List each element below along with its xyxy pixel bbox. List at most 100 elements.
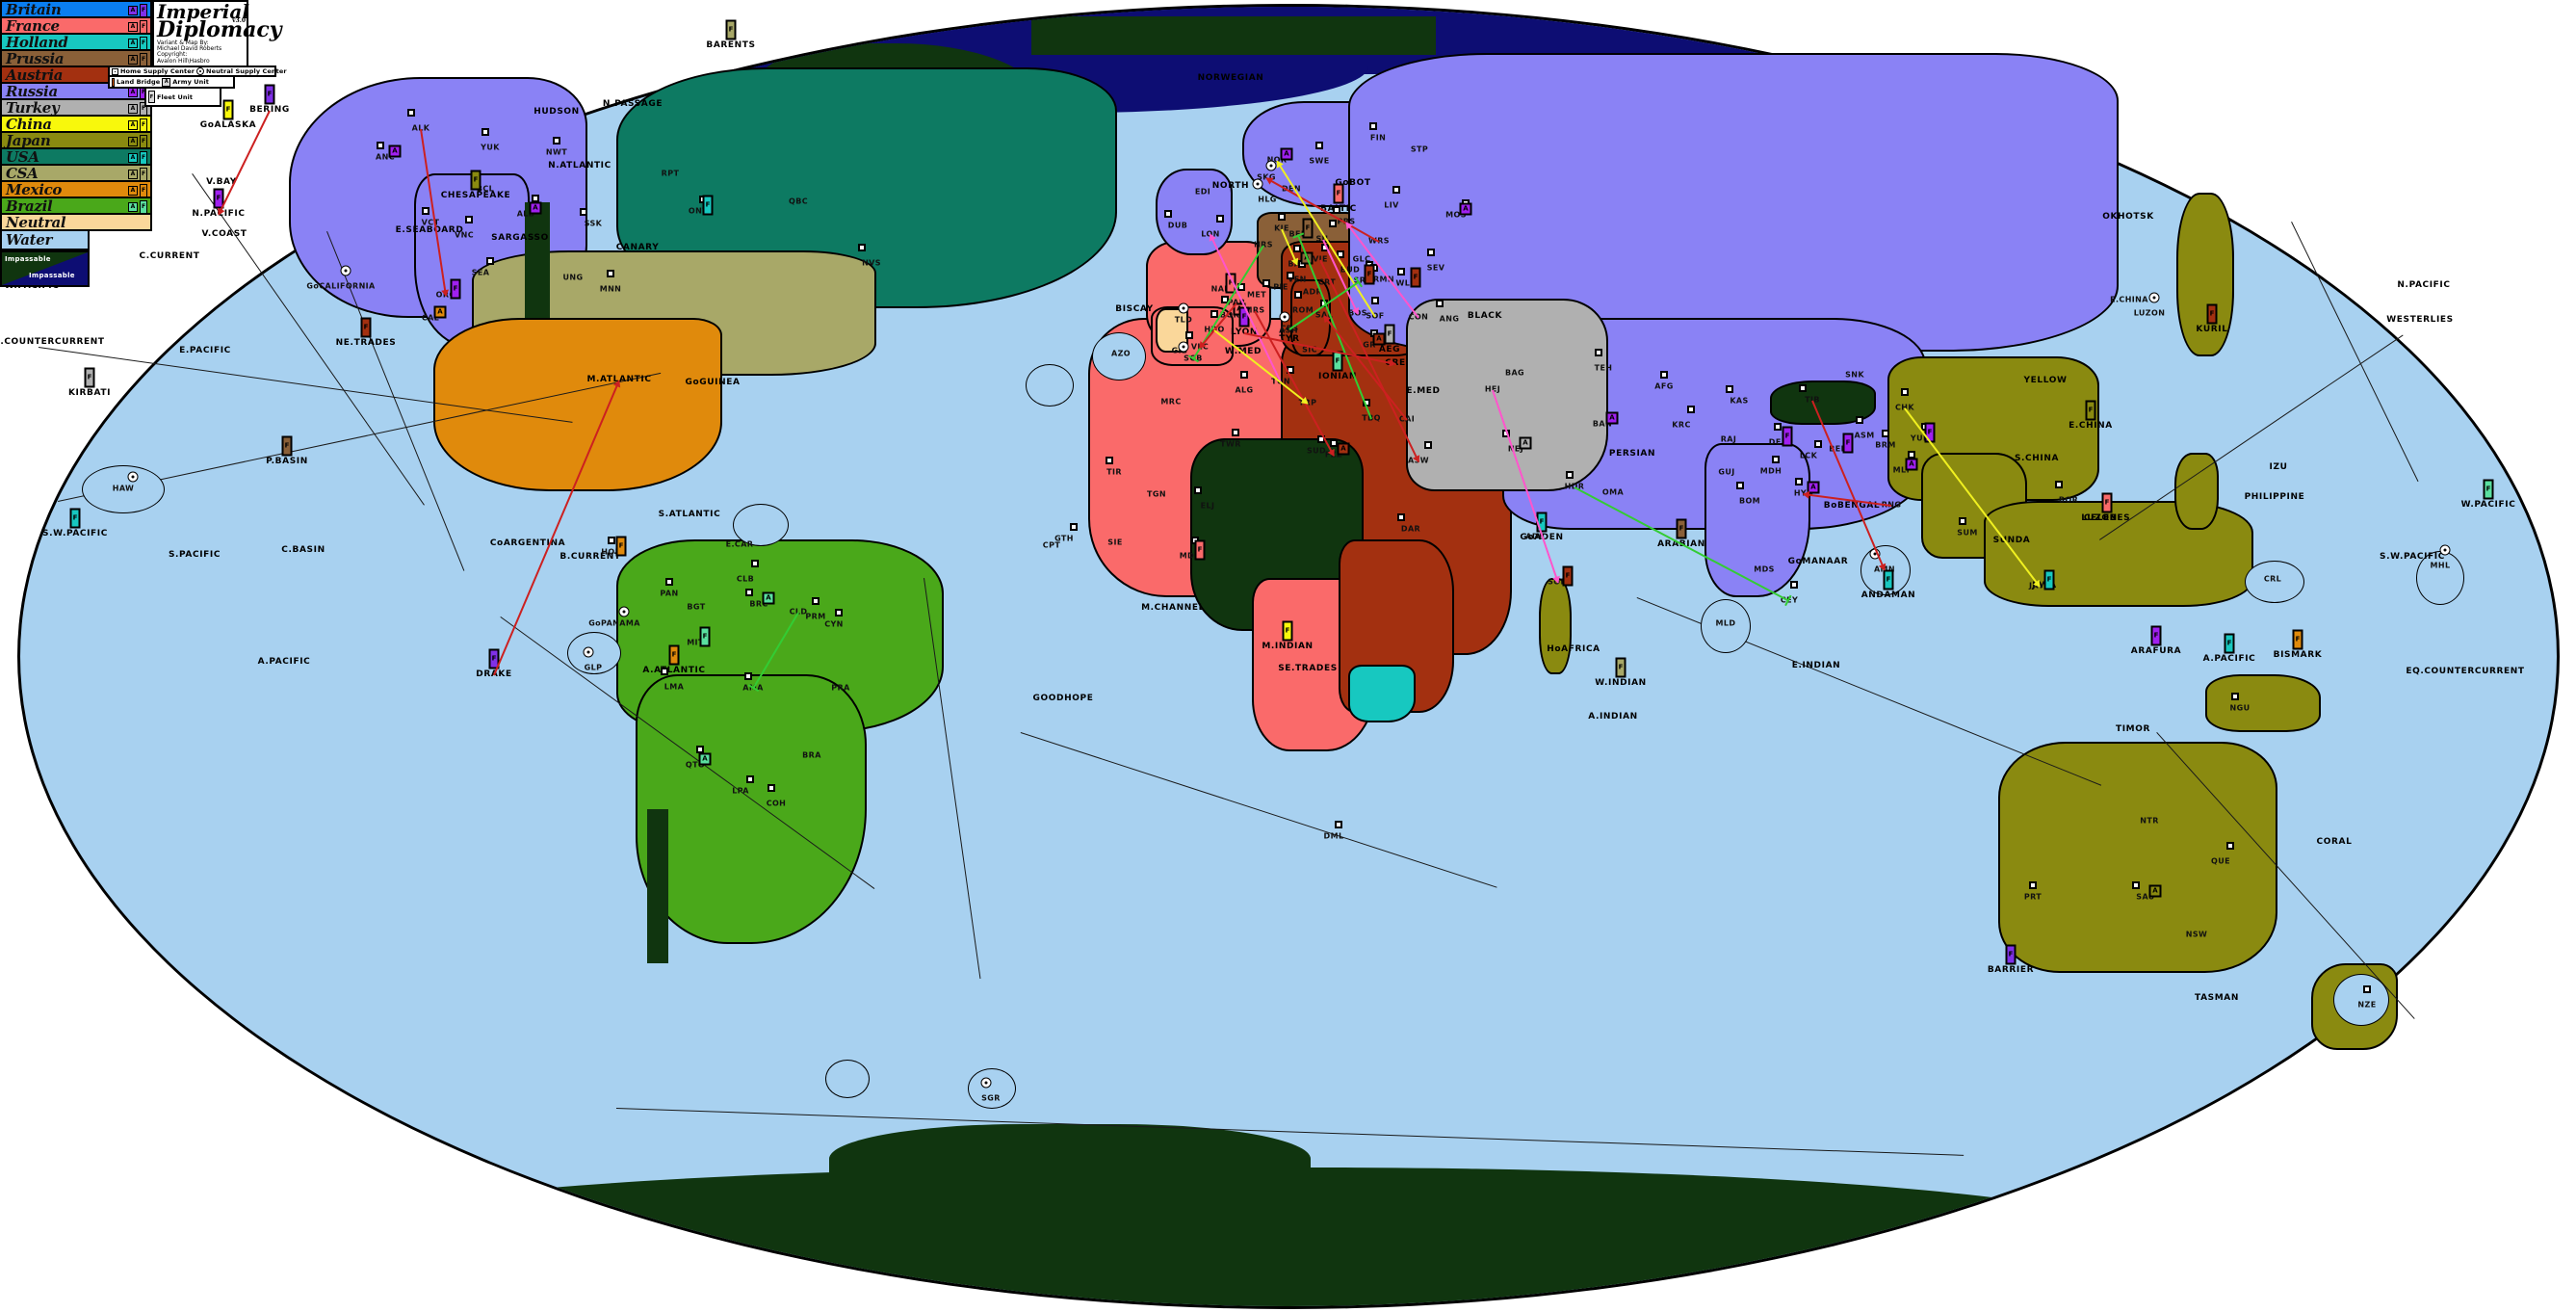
home-supply-center [2226,842,2234,850]
fleet-unit-ne-trades[interactable]: F [360,317,372,338]
army-unit-anc[interactable]: A [388,144,402,158]
sea-zone-label: E.SEABOARD [395,225,464,235]
neutral-supply-center [1279,311,1290,323]
sea-zone-label: SARGASSO [491,233,549,243]
fleet-unit-a-atlantic[interactable]: F [668,644,680,666]
fleet-unit-wlc[interactable]: F [1410,267,1421,288]
province-label-bor: BOR [2058,495,2079,505]
fleet-unit-kirbati[interactable]: F [84,367,95,388]
home-supply-center [1856,416,1863,424]
army-unit-mos[interactable]: A [1459,202,1472,216]
fleet-unit-del[interactable]: F [1782,426,1793,447]
fleet-unit-mit[interactable]: F [699,626,711,647]
province-label-ssk: SSK [584,219,603,228]
army-unit-ban[interactable]: A [1605,411,1619,425]
home-supply-center [1595,349,1602,356]
province-label-oma: OMA [1601,487,1625,497]
fleet-unit-java[interactable]: F [2043,569,2055,590]
army-unit-hyd[interactable]: A [1807,481,1820,494]
fleet-unit-baltic[interactable]: F [1333,183,1344,204]
fleet-unit-barents[interactable]: F [725,19,737,40]
fleet-unit-s-w-pacific[interactable]: F [69,508,81,529]
fleet-unit-ben[interactable]: F [1842,433,1854,454]
sea-zone-label: BISMARK [2273,650,2323,660]
province-label-pan: PAN [660,589,679,598]
fleet-unit-chesapeake[interactable]: F [470,170,481,191]
neutral-supply-center [1178,302,1189,314]
fleet-unit-bering[interactable]: F [264,84,275,105]
fleet-unit-m-indian[interactable]: F [1282,620,1293,642]
army-unit-fzz[interactable]: A [1337,442,1350,456]
legend-row-china: China A F [0,115,152,133]
army-unit-nor[interactable]: A [1280,147,1293,161]
fleet-unit-arafura[interactable]: F [2150,625,2162,646]
fleet-unit-drake[interactable]: F [488,648,500,669]
army-unit-nej[interactable]: A [1519,436,1532,450]
legend-power-name: CSA [6,164,39,182]
home-supply-center [580,208,587,216]
fleet-unit-goalaska[interactable]: F [222,99,234,120]
fleet-unit-nan[interactable]: F [1225,273,1236,294]
home-supply-center [1436,300,1444,307]
home-supply-center [744,672,752,680]
province-label-alb: ALB [516,209,535,219]
fleet-unit-arabian[interactable]: F [1676,518,1687,539]
fleet-unit-a-pacific[interactable]: F [2224,633,2235,654]
fleet-unit-bismark[interactable]: F [2292,629,2303,650]
army-unit-qto[interactable]: A [698,752,712,766]
home-supply-center [1774,423,1782,431]
fleet-unit-barrier[interactable]: F [2005,944,2017,965]
home-supply-center [1210,310,1218,318]
province-label-brm: BRM [1875,440,1896,450]
home-supply-center [1333,206,1340,214]
fleet-unit-org[interactable]: F [450,278,461,300]
province-label-fin: FIN [1369,133,1387,143]
province-label-mhl: MHL [2430,561,2451,570]
fleet-unit-ont[interactable]: F [702,195,714,216]
army-unit-alb[interactable]: A [529,201,542,215]
home-supply-center [465,216,473,223]
home-supply-center [1424,441,1432,449]
power-legend-panel: Britain A F France A F Holland A F Prussia A F Austr… [0,0,152,287]
fleet-unit-andaman[interactable]: F [1883,569,1894,590]
army-unit-cal[interactable]: A [433,305,447,319]
province-label-bor: BOR [1219,310,1240,320]
fleet-unit-icon: F [148,91,155,103]
home-supply-center [553,137,560,144]
sea-zone-label: BARRIER [1987,965,2035,975]
sea-zone-label: PERSIAN [1608,449,1656,459]
fleet-unit-w-pacific[interactable]: F [2483,479,2494,500]
legend-fleet-chip: F [140,135,147,148]
army-unit-icon: A [162,77,171,87]
army-unit-mly[interactable]: A [1905,458,1918,471]
fleet-unit-kuril[interactable]: F [2206,303,2218,325]
army-unit-brc[interactable]: A [762,591,775,605]
fleet-unit-w-indian[interactable]: F [1615,657,1626,678]
sea-zone-label: BLACK [1467,311,1503,321]
fleet-unit-aeg[interactable]: F [1384,324,1395,345]
landmass-ottoman-turkey [1406,299,1608,491]
province-label-e.china: E.CHINA [2110,295,2148,304]
province-label-cyn: CYN [824,619,844,629]
province-label-tir: TIR [1106,467,1122,477]
inset-galapagos [567,632,621,674]
fleet-unit-ber[interactable]: F [1302,218,1314,239]
fleet-unit-som[interactable]: F [1562,565,1574,587]
sea-zone-label: NORTH [1211,181,1250,191]
home-supply-center [1278,213,1286,221]
province-label-glp: GLP [584,663,603,672]
fleet-unit-hon[interactable]: F [615,536,627,557]
fleet-unit-celebes[interactable]: F [2101,492,2113,513]
army-unit-sau[interactable]: A [2148,884,2162,898]
inset-caroline [2245,561,2304,603]
province-label-guj: GUJ [1718,467,1735,477]
neutral-supply-center-icon [196,67,205,75]
home-supply-center [377,142,384,149]
fleet-unit-p-basin[interactable]: F [281,435,293,457]
province-label-luzon: LUZON [2133,308,2166,318]
fleet-unit-e-china[interactable]: F [2085,400,2096,421]
fleet-unit-mdo[interactable]: F [1194,539,1206,561]
sea-zone-label: TASMAN [2195,993,2239,1003]
fleet-unit-sr[interactable]: F [1364,264,1375,285]
